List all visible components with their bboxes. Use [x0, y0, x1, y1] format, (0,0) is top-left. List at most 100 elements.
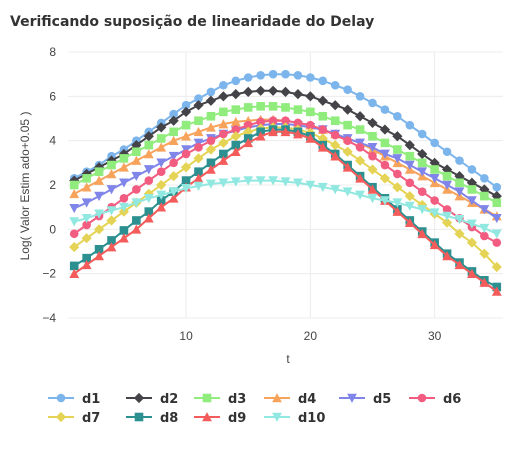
data-point-d9	[106, 242, 117, 252]
data-point-d10	[417, 205, 428, 215]
data-point-d9	[131, 224, 142, 234]
data-point-d3	[194, 116, 203, 126]
data-point-d6	[417, 187, 427, 196]
data-point-d10	[491, 229, 502, 239]
data-point-d10	[206, 179, 216, 189]
data-point-d8	[82, 253, 91, 263]
data-point-d3	[380, 138, 390, 148]
data-point-d9	[317, 142, 328, 152]
data-point-d2	[429, 157, 440, 168]
legend-label: d9	[228, 411, 246, 426]
data-point-d8	[69, 261, 79, 271]
data-point-d2	[417, 148, 428, 160]
data-point-d2	[168, 115, 179, 126]
data-point-d3	[256, 102, 265, 111]
legend-label: d10	[298, 411, 325, 426]
data-point-d9	[206, 164, 216, 174]
data-point-d6	[492, 238, 502, 247]
data-point-d6	[119, 194, 129, 203]
y-tick-label: 8	[49, 45, 56, 59]
data-point-d4	[206, 122, 216, 132]
data-point-d6	[380, 160, 390, 170]
data-point-d9	[417, 228, 428, 239]
legend-label: d8	[160, 411, 178, 426]
data-point-d6	[405, 178, 415, 188]
data-point-d10	[230, 177, 241, 187]
data-point-d5	[392, 154, 403, 164]
data-point-d7	[168, 171, 179, 182]
legend-item-d3[interactable]: d3	[194, 392, 246, 407]
legend-item-d10[interactable]: d10	[264, 411, 325, 426]
data-point-d6	[194, 143, 203, 152]
data-point-d3	[181, 120, 191, 130]
legend-item-d9[interactable]: d9	[194, 411, 246, 426]
data-point-d10	[342, 187, 353, 197]
data-point-d1	[219, 80, 228, 90]
data-point-d3	[243, 103, 253, 112]
legend-item-d6[interactable]: d6	[409, 392, 461, 407]
data-point-d5	[442, 180, 452, 190]
legend-item-d8[interactable]: d8	[126, 411, 178, 426]
legend-item-d7[interactable]: d7	[48, 411, 100, 426]
data-point-d2	[292, 89, 304, 100]
data-point-d7	[93, 224, 105, 235]
chart-title: Verificando suposição de linearidade do …	[10, 14, 374, 30]
data-point-d9	[119, 233, 129, 243]
data-point-d7	[479, 248, 490, 259]
data-point-d10	[243, 176, 254, 186]
data-point-d6	[281, 116, 290, 126]
y-tick-label: 6	[49, 89, 56, 103]
legend-item-d2[interactable]: d2	[126, 392, 178, 407]
data-point-d6	[480, 231, 489, 241]
data-point-d10	[380, 196, 390, 206]
data-point-d7	[367, 164, 378, 175]
legend-item-d5[interactable]: d5	[339, 392, 391, 407]
data-point-d9	[491, 286, 502, 296]
data-point-d3	[417, 158, 427, 168]
legend-item-d4[interactable]: d4	[264, 392, 316, 407]
x-axis-ticks: 10 20 30	[179, 329, 441, 343]
data-point-d8	[194, 167, 203, 176]
data-point-d10	[156, 190, 167, 200]
data-point-d5	[131, 171, 142, 182]
data-point-d1	[430, 138, 439, 148]
data-point-d8	[219, 149, 228, 159]
data-point-d5	[367, 143, 378, 153]
legend-marker	[56, 393, 66, 403]
data-point-d2	[317, 95, 328, 106]
data-point-d6	[82, 220, 91, 230]
data-point-d1	[206, 87, 216, 97]
data-point-d4	[69, 188, 80, 199]
legend-item-d1[interactable]: d1	[48, 392, 100, 407]
data-point-d9	[81, 259, 92, 270]
data-point-d3	[82, 174, 91, 183]
data-point-d9	[156, 202, 167, 212]
data-point-d2	[367, 117, 378, 129]
data-point-d2	[330, 100, 341, 111]
data-point-d10	[168, 187, 179, 197]
legend-marker	[202, 393, 212, 403]
legend-label: d4	[298, 392, 316, 407]
data-point-d9	[454, 259, 465, 270]
data-point-d1	[405, 120, 415, 130]
y-tick-label: 0	[49, 222, 56, 236]
data-point-d3	[368, 131, 377, 141]
data-point-d6	[330, 130, 340, 140]
data-point-d8	[119, 226, 129, 235]
x-tick-label: 10	[179, 329, 193, 343]
data-point-d2	[156, 122, 167, 133]
data-point-d1	[231, 76, 241, 86]
data-point-d1	[368, 98, 377, 108]
x-tick-label: 30	[428, 329, 442, 343]
data-point-d1	[442, 147, 452, 157]
data-point-d10	[404, 201, 415, 211]
legend[interactable]: d1 d2 d3 d4 d5 d6 d7 d8 d9 d10	[48, 392, 461, 426]
data-point-d6	[355, 143, 365, 152]
data-point-d8	[206, 158, 216, 168]
data-point-d10	[442, 211, 452, 221]
data-point-d1	[293, 70, 303, 80]
data-point-d3	[293, 105, 303, 114]
data-point-d7	[354, 155, 366, 166]
series-d3	[69, 102, 502, 208]
